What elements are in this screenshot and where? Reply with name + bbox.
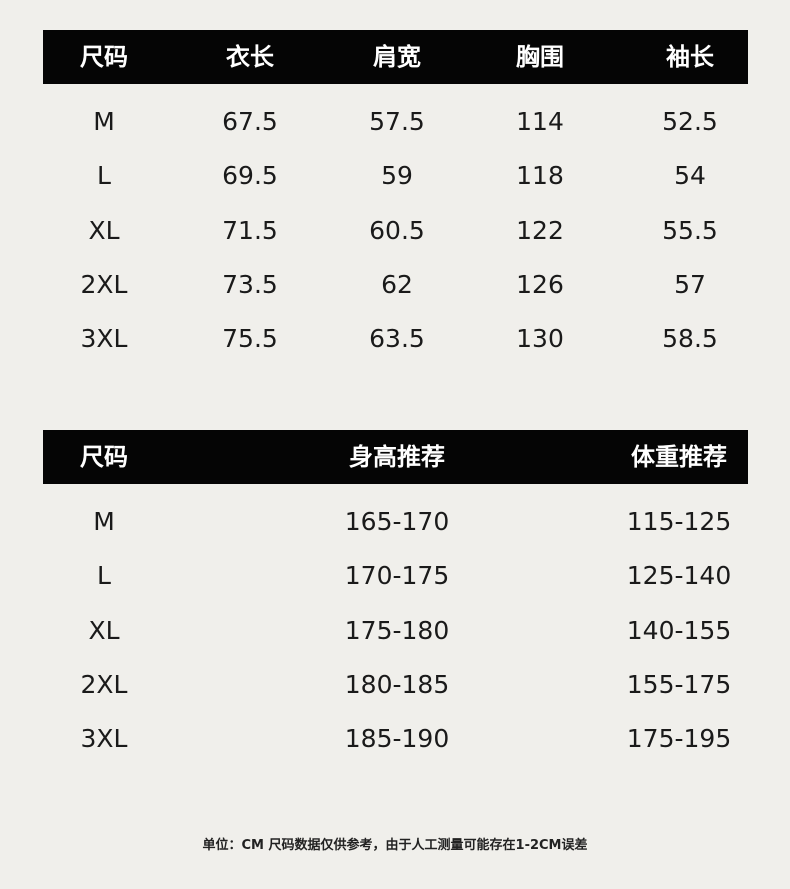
table-cell: XL xyxy=(88,615,120,645)
table-cell: 59 xyxy=(381,161,413,191)
table-cell: 180-185 xyxy=(344,669,450,699)
table-cell: M xyxy=(93,507,115,536)
table-cell: L xyxy=(97,161,111,191)
table-cell: 2XL xyxy=(80,669,128,699)
table-cell: 126 xyxy=(516,269,564,299)
table-cell: XL xyxy=(88,215,120,245)
table-cell: 55.5 xyxy=(662,215,718,245)
column-header: 衣长 xyxy=(226,43,274,71)
table-cell: 122 xyxy=(516,215,564,245)
column-header: 袖长 xyxy=(666,43,714,71)
table-cell: 155-175 xyxy=(626,669,732,699)
table-cell: 165-170 xyxy=(344,507,450,536)
table-cell: M xyxy=(93,107,115,136)
table-row: M 165-170 115-125 xyxy=(0,495,790,549)
table-cell: 140-155 xyxy=(626,615,732,645)
table-cell: 175-180 xyxy=(344,615,450,645)
table-cell: 52.5 xyxy=(662,107,718,136)
table-row: 2XL 180-185 155-175 xyxy=(0,658,790,712)
table-row: L 170-175 125-140 xyxy=(0,549,790,603)
table-header: 尺码 身高推荐 体重推荐 xyxy=(43,430,748,484)
table-cell: 175-195 xyxy=(626,724,732,754)
table-cell: 54 xyxy=(674,161,706,191)
table-cell: 2XL xyxy=(80,269,128,299)
table-cell: 3XL xyxy=(80,324,128,354)
table-cell: 67.5 xyxy=(222,107,278,136)
table-row: 3XL 75.5 63.5 130 58.5 xyxy=(0,312,790,366)
table-cell: 57 xyxy=(674,269,706,299)
column-header: 身高推荐 xyxy=(349,443,445,471)
table-row: 3XL 185-190 175-195 xyxy=(0,712,790,766)
table-row: L 69.5 59 118 54 xyxy=(0,149,790,203)
column-header: 尺码 xyxy=(80,443,128,471)
table-cell: 69.5 xyxy=(222,161,278,191)
column-header: 胸围 xyxy=(516,43,564,71)
table-row: XL 71.5 60.5 122 55.5 xyxy=(0,204,790,258)
column-header: 尺码 xyxy=(80,43,128,71)
table-cell: 73.5 xyxy=(222,269,278,299)
table-row: XL 175-180 140-155 xyxy=(0,604,790,658)
table-cell: 130 xyxy=(516,324,564,354)
table-cell: 170-175 xyxy=(344,561,450,591)
table-cell: 60.5 xyxy=(369,215,425,245)
table-cell: 58.5 xyxy=(662,324,718,354)
table-cell: 75.5 xyxy=(222,324,278,354)
table-cell: 71.5 xyxy=(222,215,278,245)
table-cell: 114 xyxy=(516,107,564,136)
footer-note: 单位：CM 尺码数据仅供参考，由于人工测量可能存在1-2CM误差 xyxy=(202,838,588,853)
table-cell: 115-125 xyxy=(626,507,732,536)
table-cell: 62 xyxy=(381,269,413,299)
table-row: M 67.5 57.5 114 52.5 xyxy=(0,95,790,149)
column-header: 肩宽 xyxy=(373,43,421,71)
table-cell: L xyxy=(97,561,111,591)
table-cell: 125-140 xyxy=(626,561,732,591)
table-row: 2XL 73.5 62 126 57 xyxy=(0,258,790,312)
table-cell: 57.5 xyxy=(369,107,425,136)
table-cell: 63.5 xyxy=(369,324,425,354)
table-cell: 185-190 xyxy=(344,724,450,754)
table-cell: 3XL xyxy=(80,724,128,754)
table-header: 尺码 衣长 肩宽 胸围 袖长 xyxy=(43,30,748,84)
table-cell: 118 xyxy=(516,161,564,191)
column-header: 体重推荐 xyxy=(631,443,727,471)
